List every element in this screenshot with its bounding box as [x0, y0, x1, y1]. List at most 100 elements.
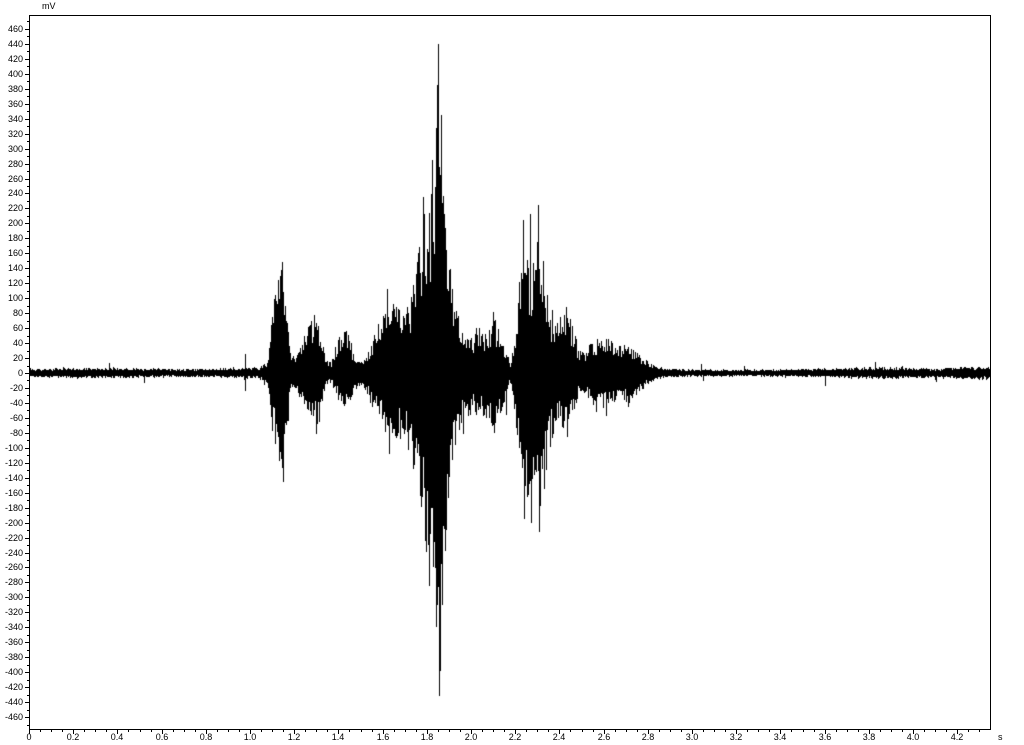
- y-tick-label: -340: [4, 622, 23, 632]
- y-tick-label: 300: [7, 144, 23, 154]
- x-minor-tick: [814, 730, 815, 732]
- x-minor-tick: [526, 730, 527, 732]
- y-tick-label: -140: [4, 473, 23, 483]
- x-minor-tick: [239, 730, 240, 732]
- y-tick-label: -220: [4, 533, 23, 543]
- x-minor-tick: [272, 730, 273, 732]
- x-minor-tick: [140, 730, 141, 732]
- x-minor-tick: [438, 730, 439, 732]
- y-tick-label: -120: [4, 458, 23, 468]
- x-minor-tick: [725, 730, 726, 732]
- x-minor-tick: [880, 730, 881, 732]
- y-tick-label: -20: [9, 383, 23, 393]
- x-tick-label: 3.0: [685, 732, 699, 742]
- x-major-tick: [427, 730, 428, 734]
- x-major-tick: [825, 730, 826, 734]
- x-minor-tick: [482, 730, 483, 732]
- y-tick-label: 160: [7, 248, 23, 258]
- x-major-tick: [471, 730, 472, 734]
- x-tick-label: 1.0: [243, 732, 257, 742]
- x-minor-tick: [924, 730, 925, 732]
- x-tick-label: 3.8: [862, 732, 876, 742]
- y-tick-label: -280: [4, 577, 23, 587]
- x-minor-tick: [946, 730, 947, 732]
- x-minor-tick: [405, 730, 406, 732]
- y-tick-label: 320: [7, 129, 23, 139]
- y-tick-label: 140: [7, 263, 23, 273]
- x-major-tick: [736, 730, 737, 734]
- x-minor-tick: [493, 730, 494, 732]
- x-tick-label: 2.4: [552, 732, 566, 742]
- x-tick-label: 3.6: [818, 732, 832, 742]
- x-minor-tick: [106, 730, 107, 732]
- y-axis-unit-label: mV: [42, 1, 56, 11]
- x-tick-label: 0.4: [110, 732, 124, 742]
- y-tick-label: -300: [4, 592, 23, 602]
- y-tick-label: 40: [12, 338, 23, 348]
- x-minor-tick: [151, 730, 152, 732]
- x-minor-tick: [184, 730, 185, 732]
- x-minor-tick: [902, 730, 903, 732]
- x-minor-tick: [858, 730, 859, 732]
- x-tick-label: 1.2: [287, 732, 301, 742]
- y-tick-label: 240: [7, 188, 23, 198]
- y-tick-label: -240: [4, 548, 23, 558]
- x-tick-label: 4.0: [906, 732, 920, 742]
- y-tick-label: -400: [4, 667, 23, 677]
- x-minor-tick: [747, 730, 748, 732]
- x-minor-tick: [361, 730, 362, 732]
- x-major-tick: [206, 730, 207, 734]
- x-minor-tick: [349, 730, 350, 732]
- x-tick-label: 2.2: [508, 732, 522, 742]
- y-tick-label: 60: [12, 323, 23, 333]
- x-minor-tick: [416, 730, 417, 732]
- y-tick-label: -440: [4, 697, 23, 707]
- x-tick-label: 4.2: [950, 732, 964, 742]
- x-tick-label: 3.4: [773, 732, 787, 742]
- y-tick-label: 280: [7, 159, 23, 169]
- x-tick-label: 2.8: [641, 732, 655, 742]
- y-tick-label: -460: [4, 712, 23, 722]
- x-minor-tick: [305, 730, 306, 732]
- x-minor-tick: [261, 730, 262, 732]
- x-major-tick: [117, 730, 118, 734]
- x-tick-label: 3.2: [729, 732, 743, 742]
- y-tick-label: -200: [4, 518, 23, 528]
- x-minor-tick: [615, 730, 616, 732]
- x-minor-tick: [847, 730, 848, 732]
- y-tick-label: 120: [7, 278, 23, 288]
- x-tick-label: 2.0: [464, 732, 478, 742]
- x-major-tick: [338, 730, 339, 734]
- y-tick-label: 200: [7, 218, 23, 228]
- x-minor-tick: [935, 730, 936, 732]
- waveform-plot: [30, 16, 990, 729]
- y-tick-label: 0: [17, 368, 23, 378]
- x-minor-tick: [283, 730, 284, 732]
- x-minor-tick: [449, 730, 450, 732]
- x-minor-tick: [372, 730, 373, 732]
- y-tick-label: 400: [7, 69, 23, 79]
- y-tick-label: -380: [4, 652, 23, 662]
- x-minor-tick: [593, 730, 594, 732]
- x-minor-tick: [217, 730, 218, 732]
- x-major-tick: [162, 730, 163, 734]
- y-tick-label: -100: [4, 443, 23, 453]
- x-minor-tick: [327, 730, 328, 732]
- x-minor-tick: [51, 730, 52, 732]
- x-minor-tick: [703, 730, 704, 732]
- y-tick-label: 360: [7, 99, 23, 109]
- x-minor-tick: [394, 730, 395, 732]
- x-major-tick: [73, 730, 74, 734]
- x-minor-tick: [128, 730, 129, 732]
- y-tick-label: -360: [4, 637, 23, 647]
- y-tick-label: 440: [7, 39, 23, 49]
- x-minor-tick: [316, 730, 317, 732]
- x-tick-label: 0.6: [155, 732, 169, 742]
- x-axis-unit-label: s: [998, 732, 1003, 742]
- x-minor-tick: [791, 730, 792, 732]
- x-tick-label: 0.2: [66, 732, 80, 742]
- y-tick-label: 420: [7, 54, 23, 64]
- y-tick-label: 260: [7, 174, 23, 184]
- x-tick-label: 1.8: [420, 732, 434, 742]
